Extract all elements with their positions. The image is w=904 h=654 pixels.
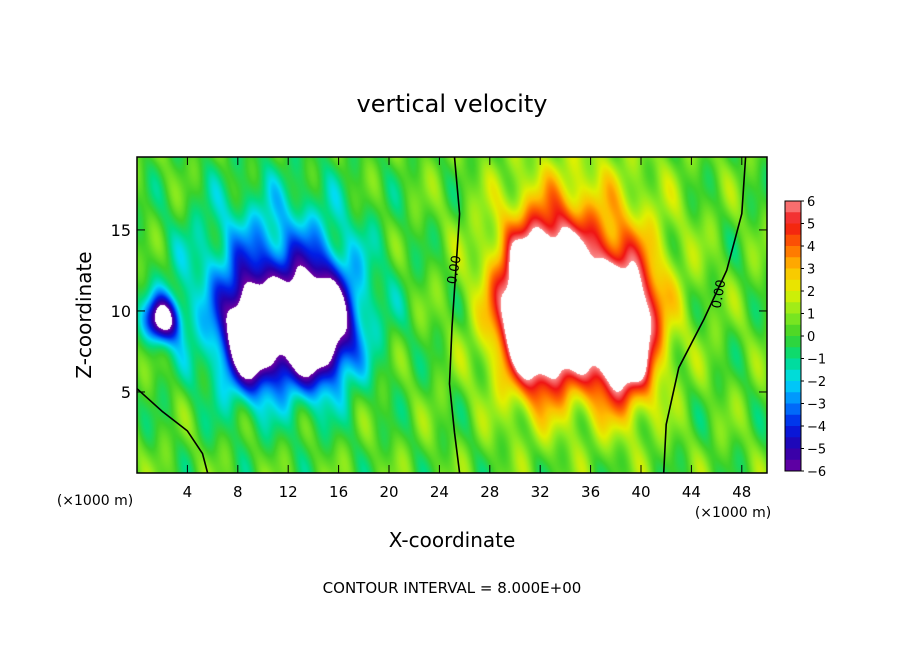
- colorbar-cell: [785, 279, 801, 292]
- x-unit-right: (×1000 m): [695, 505, 771, 521]
- colorbar: 6 5 4 3 2 1 0 −1 −2 −3 −4 −5 −6: [784, 195, 826, 480]
- colorbar-label: 6: [807, 195, 815, 210]
- x-axis-label: X-coordinate: [389, 528, 516, 552]
- y-tick-label: 10: [111, 302, 131, 321]
- colorbar-cell: [785, 448, 801, 461]
- colorbar-label: −4: [807, 420, 826, 435]
- colorbar-cell: [785, 392, 801, 404]
- colorbar-cell: [785, 313, 801, 326]
- x-tick-label: 32: [531, 483, 550, 501]
- x-tick-label: 40: [631, 483, 650, 501]
- colorbar-cell: [785, 414, 801, 427]
- colorbar-label: 3: [807, 263, 815, 278]
- colorbar-label: 5: [807, 218, 815, 233]
- colorbar-cell: [785, 268, 801, 281]
- zero-contour-line: [136, 388, 209, 474]
- plot-frame: [136, 156, 768, 474]
- x-axis-ticks: 4 8 12 16 20 24 28 32 36 40 44 48: [183, 157, 751, 501]
- x-tick-label: 4: [183, 483, 193, 501]
- colorbar-cell: [785, 291, 801, 303]
- colorbar-cell: [785, 381, 801, 393]
- x-tick-label: 8: [233, 483, 243, 501]
- colorbar-cell: [785, 369, 801, 382]
- colorbar-label: −6: [807, 465, 826, 480]
- contour-interval-note: CONTOUR INTERVAL = 8.000E+00: [323, 579, 582, 597]
- contour-label: 0.00: [710, 279, 730, 310]
- colorbar-label: −3: [807, 398, 826, 413]
- y-tick-label: 5: [121, 383, 131, 402]
- colorbar-label: −2: [807, 375, 826, 390]
- x-tick-label: 28: [480, 483, 499, 501]
- x-tick-label: 20: [379, 483, 398, 501]
- colorbar-label: −1: [807, 353, 826, 368]
- colorbar-cell: [785, 403, 801, 416]
- colorbar-cell: [785, 437, 801, 449]
- velocity-heatmap: [137, 157, 767, 473]
- y-axis-label: Z-coordinate: [72, 251, 96, 378]
- x-unit-left: (×1000 m): [57, 493, 133, 509]
- zero-contours: [136, 156, 747, 474]
- colorbar-cell: [785, 201, 801, 213]
- x-tick-label: 16: [329, 483, 348, 501]
- x-tick-label: 36: [581, 483, 600, 501]
- zero-contour-line: [448, 156, 461, 474]
- colorbar-cell: [785, 336, 801, 348]
- colorbar-cell: [785, 223, 801, 236]
- colorbar-cell: [785, 358, 801, 371]
- x-tick-label: 24: [430, 483, 449, 501]
- colorbar-cell: [785, 234, 801, 247]
- x-tick-label: 48: [732, 483, 751, 501]
- colorbar-cell: [785, 459, 801, 472]
- contour-labels: 0.00 0.00: [445, 254, 729, 309]
- colorbar-cell: [785, 324, 801, 337]
- zero-contour-line: [662, 156, 747, 474]
- colorbar-cell: [785, 347, 801, 359]
- chart-title: vertical velocity: [357, 90, 548, 118]
- colorbar-label: −5: [807, 443, 826, 458]
- colorbar-label: 0: [807, 330, 815, 345]
- colorbar-cell: [785, 212, 801, 224]
- y-axis-ticks: 5 10 15: [111, 221, 767, 402]
- x-tick-label: 44: [682, 483, 701, 501]
- y-tick-label: 15: [111, 221, 131, 240]
- colorbar-cell: [785, 257, 801, 269]
- colorbar-label: 1: [807, 308, 815, 323]
- colorbar-cell: [785, 302, 801, 314]
- colorbar-cell: [785, 246, 801, 258]
- colorbar-cell: [785, 426, 801, 438]
- colorbar-label: 4: [807, 240, 815, 255]
- x-tick-label: 12: [279, 483, 298, 501]
- colorbar-label: 2: [807, 285, 815, 300]
- plot-area: 0.00 0.00: [136, 156, 768, 474]
- contour-label: 0.00: [445, 254, 465, 285]
